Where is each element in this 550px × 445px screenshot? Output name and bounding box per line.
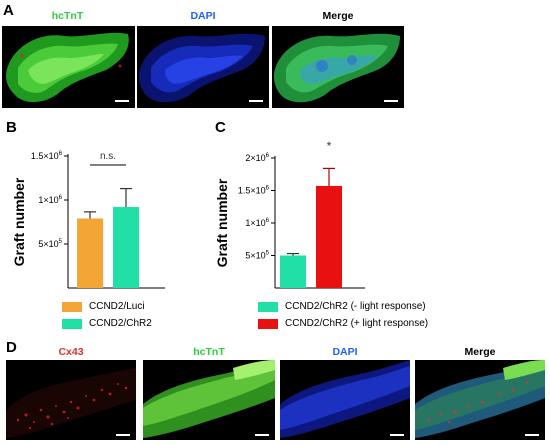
panel-a-letter: A	[3, 2, 14, 19]
panel-a-label-merge: Merge	[322, 10, 354, 22]
panel-d-label-hctnt: hcTnT	[193, 346, 225, 358]
legend-b: CCND2/Luci CCND2/ChR2	[62, 301, 152, 329]
chart-c-ytick-label-0: 5×105	[245, 251, 269, 261]
legend-c-label-plus: CCND2/ChR2 (+ light response)	[285, 318, 429, 329]
chart-b-bar-0	[77, 218, 103, 288]
chart-b-ytick-label-2: 1.5×106	[31, 151, 63, 161]
panel-a-label-hctnt: hcTnT	[51, 10, 84, 22]
panel-c-letter: C	[215, 119, 226, 136]
chart-c-ylabel: Graft number	[214, 178, 230, 267]
panel-d-label-dapi: DAPI	[332, 346, 358, 358]
legend-c-item-plus: CCND2/ChR2 (+ light response)	[258, 318, 428, 329]
chart-c-ytick-label-3: 2×106	[245, 153, 269, 163]
chart-b-ylabel: Graft number	[11, 177, 27, 266]
chart-b-ytick-label-0: 5×105	[38, 239, 62, 249]
panel-a-label-dapi: DAPI	[190, 10, 216, 22]
panel-a-scale-bar-3	[384, 100, 398, 102]
panel-a-scale-bar-2	[249, 100, 263, 102]
chart-c-bar-0	[280, 255, 306, 288]
legend-c: CCND2/ChR2 (- light response) CCND2/ChR2…	[258, 301, 428, 329]
legend-c-swatch-minus	[258, 301, 278, 312]
chart-c-annotation: *	[327, 139, 332, 153]
legend-b-swatch-chr2	[62, 318, 82, 329]
legend-b-label-chr2: CCND2/ChR2	[89, 318, 152, 329]
panel-d-label-merge: Merge	[464, 346, 496, 358]
panel-d-letter: D	[6, 339, 17, 356]
legend-b-label-luci: CCND2/Luci	[89, 301, 145, 312]
panel-d-label-cx43: Cx43	[58, 346, 84, 358]
legend-b-item-luci: CCND2/Luci	[62, 301, 152, 312]
chart-c-ytick-label-1: 1×106	[245, 218, 269, 228]
legend-b-swatch-luci	[62, 301, 82, 312]
panel-d-hctnt-image	[143, 360, 275, 440]
chart-b: Graft number 5×105 1×106 1.5×106 n.s.	[11, 151, 165, 289]
panel-a-dapi-image	[137, 26, 269, 108]
panel-d-scale-bar-1	[116, 434, 130, 436]
panel-d-scale-bar-4	[525, 434, 539, 436]
chart-c-bar-1	[316, 185, 342, 288]
legend-c-label-minus: CCND2/ChR2 (- light response)	[285, 301, 426, 312]
legend-c-swatch-plus	[258, 318, 278, 329]
chart-b-ytick-label-1: 1×106	[38, 195, 62, 205]
panel-d-scale-bar-3	[390, 434, 404, 436]
panel-d-cx43-image	[6, 360, 136, 440]
panel-b-letter: B	[6, 119, 17, 136]
panel-a-merge-image	[272, 26, 404, 108]
legend-b-item-chr2: CCND2/ChR2	[62, 318, 152, 329]
legend-c-item-minus: CCND2/ChR2 (- light response)	[258, 301, 428, 312]
panel-a-hctnt-image	[2, 26, 135, 108]
panel-d-merge-image	[415, 360, 545, 440]
chart-c: Graft number 5×105 1×106 1.5×106 2×106 *	[214, 139, 365, 289]
chart-b-annotation: n.s.	[100, 151, 116, 162]
panel-a-scale-bar-1	[115, 100, 129, 102]
panel-d-dapi-image	[280, 360, 410, 440]
panel-d-scale-bar-2	[255, 434, 269, 436]
chart-b-bar-1	[113, 207, 139, 288]
chart-c-ytick-label-2: 1.5×106	[238, 186, 270, 196]
